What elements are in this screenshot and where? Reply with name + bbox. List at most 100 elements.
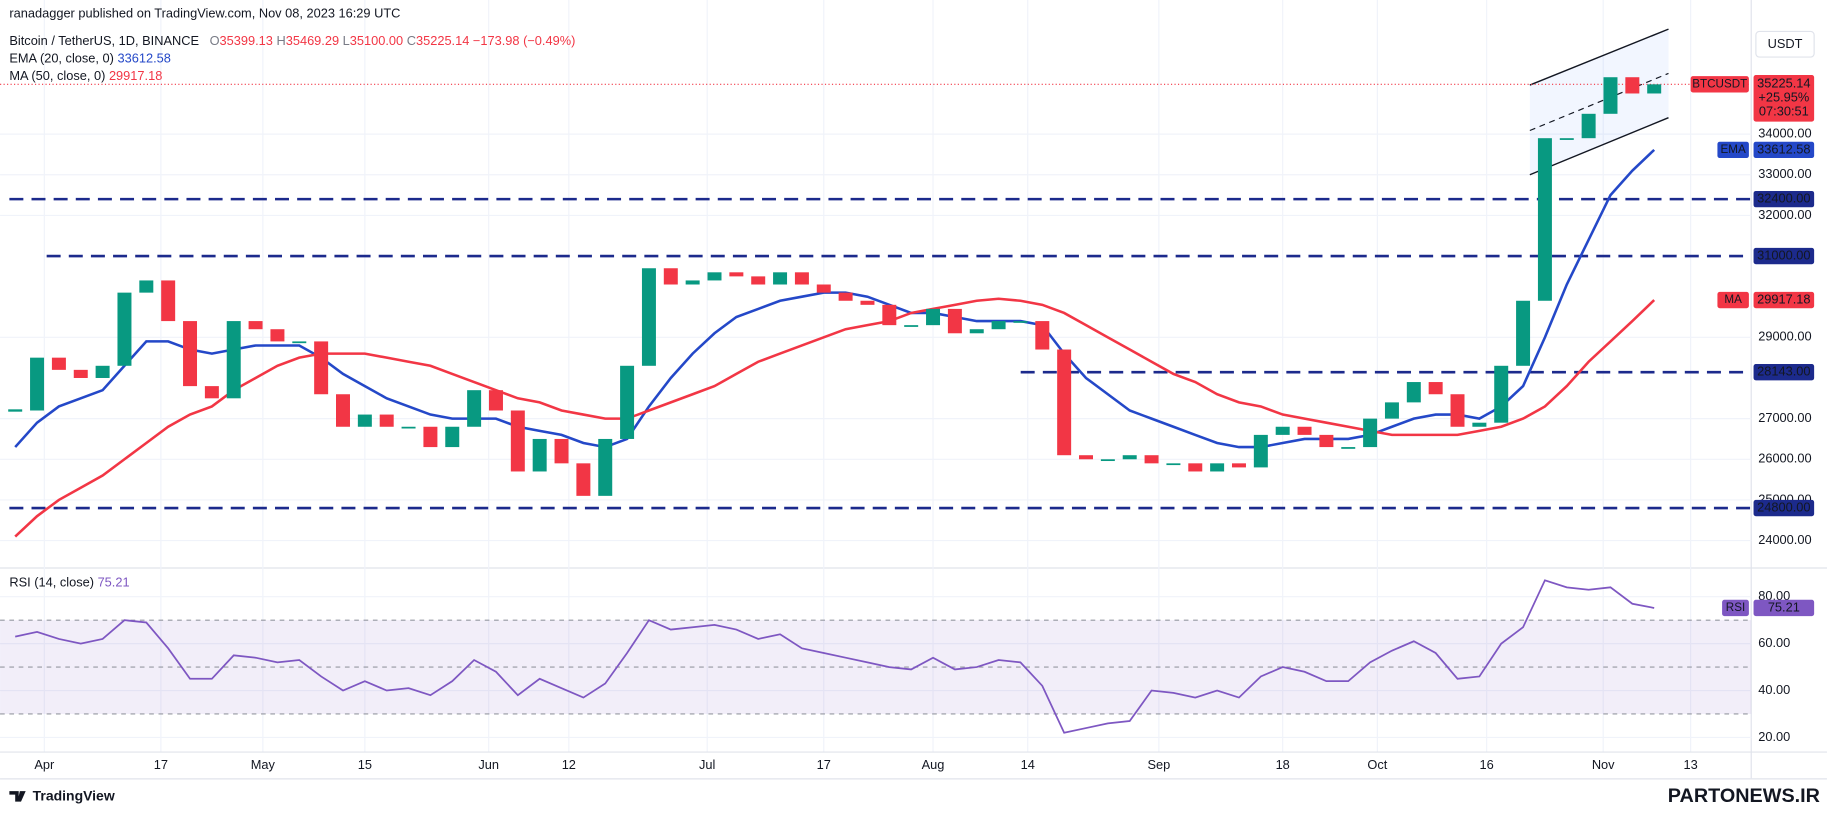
- candle: [357, 414, 372, 427]
- ohlc-value: 35225.14: [416, 33, 469, 48]
- level-label: 24800.00: [1757, 499, 1810, 514]
- watermark: PARTONEWS.IR: [1668, 785, 1820, 807]
- candle: [838, 292, 853, 301]
- candle: [292, 341, 307, 344]
- candle: [73, 369, 88, 378]
- candle: [554, 438, 569, 464]
- candle: [663, 268, 678, 285]
- candle: [30, 357, 45, 411]
- price-tag-value: 35225.14: [1757, 76, 1810, 91]
- x-tick-label: Apr: [34, 757, 55, 772]
- y-tick-label: 40.00: [1758, 682, 1790, 697]
- candle: [1035, 321, 1050, 350]
- indicator-name-tag: [1717, 291, 1749, 309]
- published: ranadagger published on TradingView.com,…: [9, 5, 400, 20]
- candle: [183, 321, 198, 387]
- candle: [991, 321, 1006, 330]
- ohlc-key: H: [276, 33, 285, 48]
- ma-indicator: MA (50, close, 0): [9, 68, 105, 83]
- candle: [1275, 426, 1290, 435]
- candle: [1494, 365, 1509, 423]
- candle: [1428, 382, 1443, 395]
- x-tick-label: Aug: [922, 757, 945, 772]
- candle: [1079, 455, 1093, 460]
- x-tick-label: 15: [358, 757, 372, 772]
- candle: [1100, 459, 1115, 462]
- candle: [1603, 77, 1618, 114]
- x-tick-label: 13: [1683, 757, 1697, 772]
- y-tick-label: 60.00: [1758, 635, 1790, 650]
- currency[interactable]: USDT: [1768, 36, 1803, 51]
- candle: [226, 321, 241, 399]
- x-tick-label: Oct: [1367, 757, 1387, 772]
- level-label: 32400.00: [1757, 191, 1810, 206]
- indicator-value: 33612.58: [1757, 141, 1810, 156]
- x-tick-label: 16: [1480, 757, 1494, 772]
- symbol: Bitcoin / TetherUS, 1D, BINANCE: [9, 33, 199, 48]
- currency-box[interactable]: [1755, 30, 1815, 58]
- level-label: 28143.00: [1757, 364, 1810, 379]
- candle: [685, 280, 700, 285]
- rsi-value-tag: [1753, 599, 1815, 617]
- ohlc-value: 35100.00: [350, 33, 403, 48]
- ohlc-value: 35399.13: [220, 33, 273, 48]
- candle: [248, 321, 263, 330]
- candle: [1122, 455, 1137, 460]
- rsi-indicator: RSI (14, close): [9, 575, 94, 590]
- y-tick-label: 27000.00: [1758, 410, 1811, 425]
- level-tag: [1753, 190, 1815, 208]
- candle: [204, 386, 219, 399]
- candle: [139, 280, 154, 293]
- indicator-name: EMA: [1721, 143, 1746, 156]
- candle: [161, 280, 176, 322]
- indicator-name-tag: [1717, 141, 1749, 159]
- candle: [860, 300, 875, 305]
- candle: [1188, 463, 1203, 472]
- candle: [1472, 422, 1487, 427]
- candle: [1406, 382, 1421, 403]
- rsi-value: 75.21: [98, 575, 130, 590]
- x-tick-label: Sep: [1147, 757, 1170, 772]
- candle: [1516, 300, 1531, 366]
- x-tick-label: 17: [154, 757, 168, 772]
- symbol-legend: Bitcoin / TetherUS, 1D, BINANCE O35399.1…: [9, 33, 575, 48]
- y-tick-label: 29000.00: [1758, 329, 1811, 344]
- candle: [1581, 113, 1596, 139]
- candle: [729, 272, 744, 277]
- y-tick-label: 34000.00: [1758, 126, 1811, 141]
- level-tag: [1753, 364, 1815, 381]
- ohlc-key: C: [407, 33, 416, 48]
- ma-value: 29917.18: [109, 68, 162, 83]
- y-tick-label: 80.00: [1758, 588, 1790, 603]
- x-tick-label: 17: [817, 757, 831, 772]
- candle: [1144, 455, 1159, 464]
- candle: [1450, 394, 1465, 427]
- candle: [1297, 426, 1312, 435]
- ohlc-key: L: [343, 33, 350, 48]
- candle: [270, 329, 285, 342]
- ema-line: [14, 148, 1656, 449]
- y-tick-label: 20.00: [1758, 729, 1790, 744]
- candle: [1210, 463, 1225, 472]
- candle: [904, 325, 919, 327]
- indicator-name: MA: [1724, 293, 1742, 306]
- brand-logo: [9, 791, 26, 802]
- rsi-line: [15, 579, 1655, 734]
- candle: [1341, 447, 1356, 449]
- y-tick-label: 26000.00: [1758, 451, 1811, 466]
- y-tick-label: 24000.00: [1758, 532, 1811, 547]
- ema-legend: EMA (20, close, 0) 33612.58: [9, 51, 171, 66]
- candle: [1166, 463, 1181, 466]
- x-tick-label: May: [251, 757, 276, 772]
- axis-tags: Apr 17 May 15 Jun 12 Jul 17 Aug 14 Sep 18 Oct 16 Nov 13…: [34, 75, 1815, 772]
- rsi-name: RSI: [1726, 601, 1745, 614]
- candle: [314, 341, 329, 395]
- candle: [947, 308, 962, 334]
- candle: [1363, 418, 1378, 448]
- x-tick-label: Nov: [1592, 757, 1615, 772]
- x-tick-label: Jul: [699, 757, 715, 772]
- candle: [1231, 463, 1246, 468]
- indicator-value-tag: [1753, 141, 1815, 159]
- candle: [969, 329, 984, 334]
